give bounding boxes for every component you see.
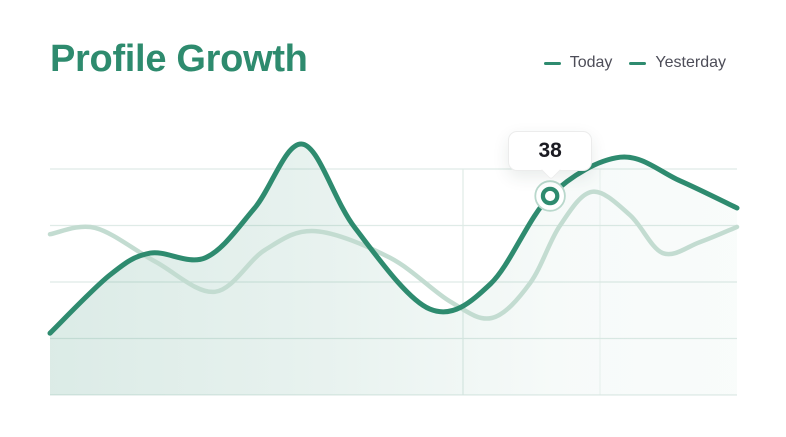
today-line-swatch [543,61,561,65]
legend-label-today: Today [569,54,613,71]
page-title: Profile Growth [50,38,308,80]
legend-label-yesterday: Yesterday [655,54,726,71]
highlight-marker[interactable] [534,180,566,212]
legend-item-yesterday[interactable]: Yesterday [629,54,726,72]
marker-inner-ring [540,186,560,206]
today-area-fill [50,144,737,395]
legend-item-today[interactable]: Today [543,54,613,72]
today-line [47,141,740,336]
tooltip-value: 38 [538,139,562,162]
tooltip: 38 [508,131,593,171]
chart-legend: Today Yesterday [543,54,726,72]
yesterday-line-swatch [629,61,647,65]
